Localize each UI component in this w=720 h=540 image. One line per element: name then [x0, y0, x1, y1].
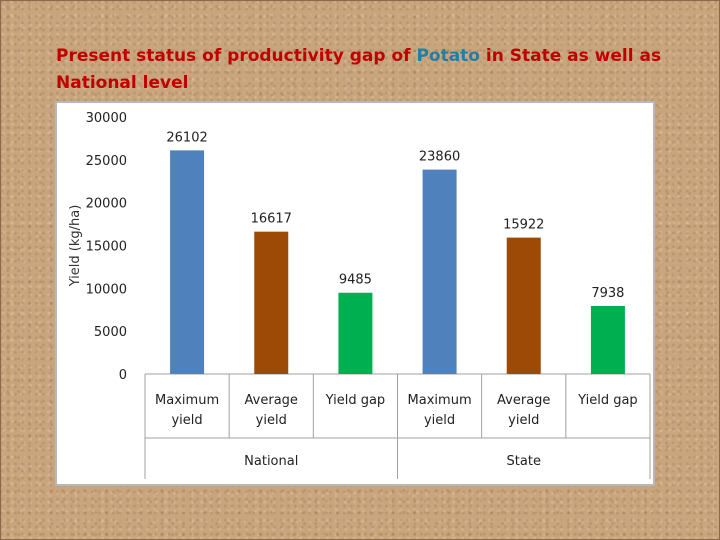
data-label: 9485 — [339, 273, 372, 288]
y-tick-label: 0 — [119, 368, 127, 383]
bar — [338, 292, 373, 374]
chart-panel: Yield (kg/ha) 0 5000 10000 15000 20000 25000 30… — [55, 101, 655, 486]
bar — [422, 169, 457, 374]
y-tick-label: 5000 — [94, 325, 127, 340]
bar — [254, 231, 289, 374]
bar — [590, 305, 625, 374]
data-label: 16617 — [251, 212, 292, 227]
category-label: Yield gap — [577, 393, 638, 408]
group-label: National — [244, 454, 298, 469]
title-highlight: Potato — [416, 46, 480, 66]
category-label: Average yield — [245, 393, 298, 428]
y-tick-label: 15000 — [86, 240, 127, 255]
category-label: Yield gap — [325, 393, 386, 408]
title-text-part2: in State as well as National level — [56, 46, 662, 93]
category-label: Maximum yield — [408, 393, 472, 428]
data-label: 23860 — [419, 150, 460, 165]
data-label: 15922 — [503, 218, 544, 233]
bar-chart: Yield (kg/ha) 0 5000 10000 15000 20000 25000 30… — [68, 111, 651, 479]
group-label: State — [507, 454, 541, 469]
y-tick-label: 20000 — [86, 197, 127, 212]
data-label: 7938 — [591, 286, 624, 301]
category-label: Average yield — [497, 393, 550, 428]
category-label: Maximum yield — [155, 393, 219, 428]
slide-title: Present status of productivity gap of Po… — [56, 43, 676, 97]
title-text-part1: Present status of productivity gap of — [56, 46, 417, 66]
y-tick-label: 10000 — [86, 282, 127, 297]
bar — [506, 237, 541, 374]
data-label: 26102 — [166, 130, 207, 145]
bar — [170, 150, 205, 374]
y-tick-label: 25000 — [86, 154, 127, 169]
y-tick-label: 30000 — [86, 111, 127, 126]
y-axis-title: Yield (kg/ha) — [68, 205, 83, 288]
